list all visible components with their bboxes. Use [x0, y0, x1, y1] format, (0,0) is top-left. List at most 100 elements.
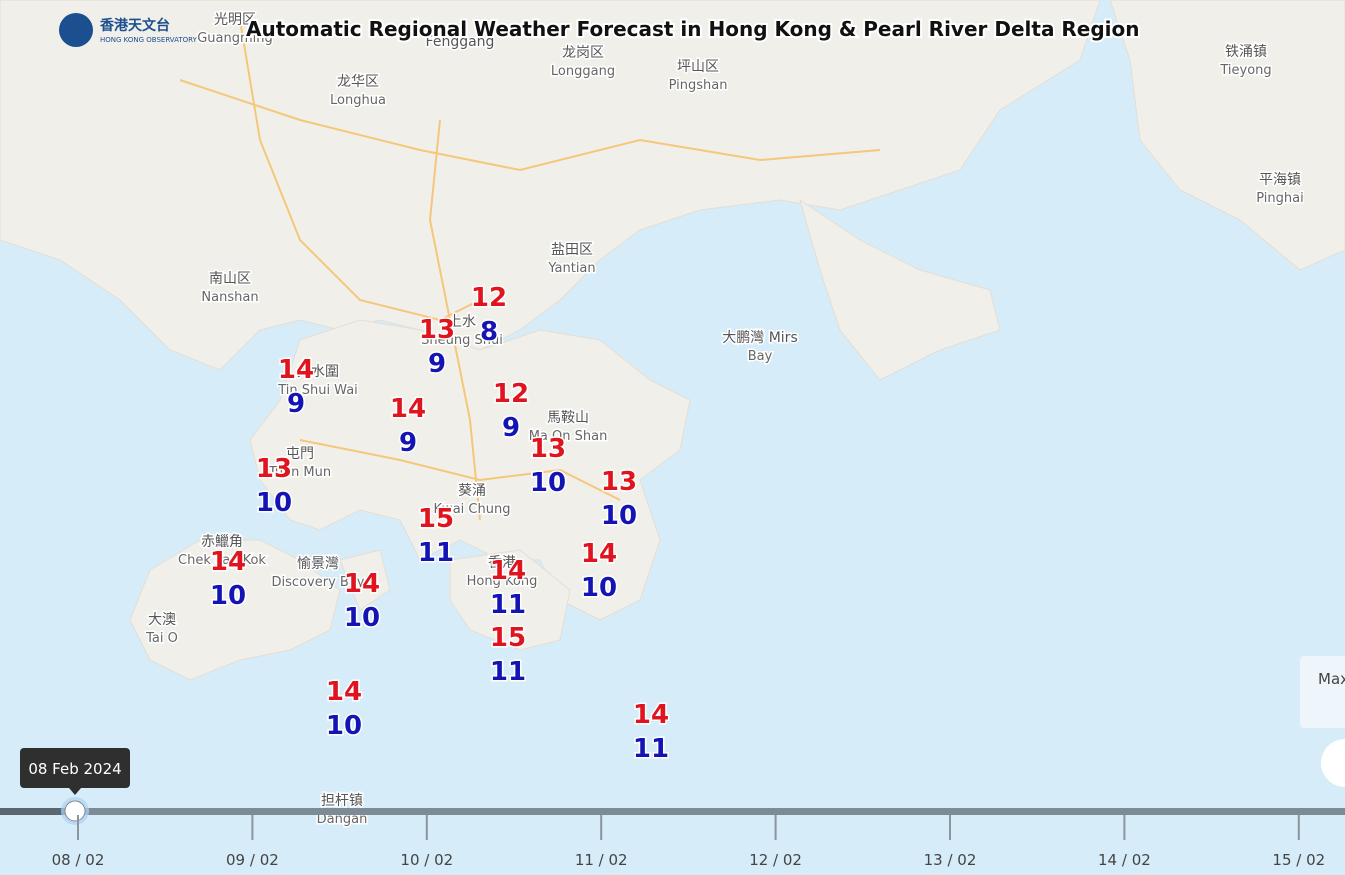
map-title: Automatic Regional Weather Forecast in H…	[246, 17, 1140, 41]
place-label: 葵涌	[458, 483, 486, 499]
place-label: 愉景灣	[297, 556, 339, 572]
min-temperature: 9	[428, 349, 446, 379]
min-temperature: 9	[399, 428, 417, 458]
timeline-progress	[0, 808, 75, 815]
place-label: Tuen Mun	[268, 465, 331, 480]
timeline-track[interactable]	[0, 808, 1345, 815]
min-temperature: 10	[530, 468, 566, 498]
place-label: Longgang	[551, 64, 615, 79]
max-temperature: 14	[390, 394, 426, 424]
place-label: Yantian	[547, 261, 595, 276]
place-label: 光明区	[214, 12, 256, 28]
place-label: Tin Shui Wai	[277, 383, 358, 398]
timeline-tick-label: 13 / 02	[924, 851, 977, 869]
timeline: 08 Feb 2024 08 / 02 09 / 02 10 / 02 11 / 02…	[0, 748, 1345, 869]
place-label: 龙华区	[337, 74, 379, 90]
land	[0, 0, 1345, 681]
place-label: 担杆镇	[321, 793, 363, 809]
max-temperature: 12	[471, 283, 507, 313]
max-temperature: 15	[418, 504, 454, 534]
timeline-tick-label: 09 / 02	[226, 851, 279, 869]
tooltip-box	[20, 748, 130, 788]
max-temperature: 14	[210, 547, 246, 577]
place-label: 南山区	[209, 271, 251, 287]
max-temperature: 13	[530, 434, 566, 464]
min-temperature: 11	[633, 734, 669, 764]
place-label: Hong Kong	[467, 574, 538, 589]
min-temperature: 10	[601, 501, 637, 531]
max-temperature: 15	[490, 623, 526, 653]
min-temperature: 10	[344, 603, 380, 633]
place-label: 盐田区	[551, 242, 593, 258]
place-label: Discovery Bay	[272, 575, 365, 590]
min-temperature: 11	[490, 590, 526, 620]
place-label: Bay	[748, 349, 773, 364]
logo-icon	[59, 13, 93, 47]
tooltip-text: 08 Feb 2024	[28, 760, 121, 778]
place-label: Sheung Shui	[421, 333, 503, 348]
max-temperature: 14	[490, 556, 526, 586]
place-label: 屯門	[286, 446, 314, 462]
place-label: Pingshan	[669, 78, 728, 93]
legend-label: Max	[1318, 670, 1345, 688]
place-label: Pinghai	[1256, 191, 1303, 206]
place-label: Guangming	[197, 31, 273, 46]
min-temperature: 10	[326, 711, 362, 741]
legend-box	[1300, 656, 1345, 728]
min-temperature: 8	[480, 317, 498, 347]
max-temperature: 13	[601, 467, 637, 497]
timeline-tick-label: 11 / 02	[575, 851, 628, 869]
place-label: Kwai Chung	[434, 502, 511, 517]
max-temperature: 14	[278, 355, 314, 385]
logo-english: HONG KONG OBSERVATORY	[100, 36, 198, 44]
place-label: 龙岗区	[562, 45, 604, 61]
place-label: 赤鱲角	[201, 534, 243, 550]
min-temperature: 9	[287, 389, 305, 419]
place-label: 香港	[488, 555, 516, 571]
timeline-tick-label: 10 / 02	[400, 851, 453, 869]
timeline-tick-label: 14 / 02	[1098, 851, 1151, 869]
place-label: Nanshan	[201, 290, 258, 305]
place-label: 天水圍	[297, 364, 339, 380]
place-label: 上水	[448, 314, 476, 330]
place-label: 平海镇	[1259, 172, 1301, 188]
logo-chinese: 香港天文台	[99, 17, 170, 34]
place-labels: 光明区 Guangming Fenggang 龙岗区 Longgang 坪山区 Pingsh…	[144, 11, 1306, 829]
place-label: 坪山区	[677, 59, 719, 75]
place-label: 馬鞍山	[547, 410, 589, 426]
logo: 香港天文台 HONG KONG OBSERVATORY	[59, 13, 198, 47]
timeline-handle[interactable]	[64, 800, 86, 822]
max-temperature: 14	[344, 569, 380, 599]
play-button[interactable]	[1321, 739, 1345, 787]
min-temperature: 11	[490, 657, 526, 687]
place-label: Ma On Shan	[529, 429, 608, 444]
place-label: Longhua	[330, 93, 386, 108]
max-temperature: 13	[256, 454, 292, 484]
timeline-tick-label: 08 / 02	[52, 851, 105, 869]
place-label: 铁涌镇	[1225, 44, 1267, 60]
min-temperature: 10	[256, 488, 292, 518]
max-temperature: 14	[326, 677, 362, 707]
max-temperature: 13	[419, 315, 455, 345]
legend: Max	[1300, 656, 1345, 787]
min-temperature: 10	[210, 581, 246, 611]
min-temperature: 10	[581, 573, 617, 603]
max-temperature: 14	[633, 700, 669, 730]
tooltip-arrow	[69, 788, 81, 795]
place-label: Tieyong	[1219, 63, 1271, 78]
min-temperature: 11	[418, 538, 454, 568]
max-temperature: 14	[581, 539, 617, 569]
min-temperature: 9	[502, 413, 520, 443]
timeline-tick-label: 12 / 02	[749, 851, 802, 869]
place-label: Chek Lap Kok	[178, 553, 266, 568]
max-temperature: 12	[493, 379, 529, 409]
place-label: Fenggang	[426, 34, 495, 50]
place-label: 大澳	[148, 612, 176, 628]
place-label: 大鹏灣 Mirs	[722, 330, 797, 346]
roads	[179, 19, 881, 521]
place-label: Tai O	[145, 631, 178, 646]
timeline-tick-label: 15 / 02	[1272, 851, 1325, 869]
